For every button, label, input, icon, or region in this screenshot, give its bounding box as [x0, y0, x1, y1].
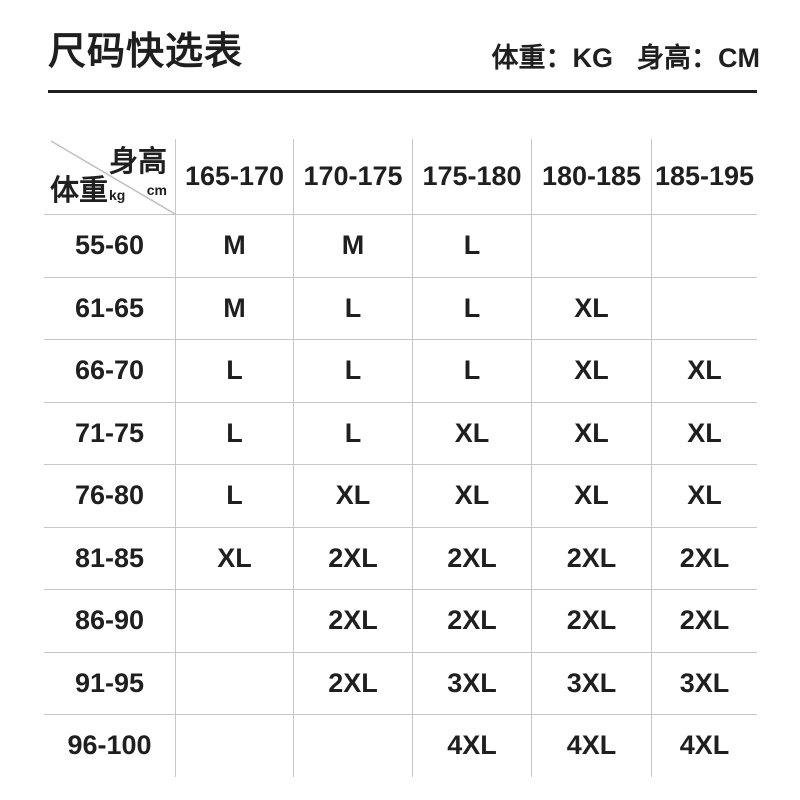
row-header: 61-65 [44, 276, 175, 340]
size-table: 身高 cm 体重 kg 165-170 170-175 175-180 180-185… [44, 139, 757, 777]
size-cell: L [175, 339, 293, 402]
size-cell: L [175, 464, 293, 527]
size-cell: 4XL [651, 714, 757, 777]
size-cell: 3XL [651, 651, 757, 714]
weight-axis-label: 体重 kg [50, 177, 125, 206]
row-header: 96-100 [44, 714, 175, 777]
size-cell: XL [175, 526, 293, 589]
size-cell: 4XL [531, 714, 651, 777]
column-header: 175-180 [412, 139, 531, 214]
size-cell: M [293, 214, 412, 277]
size-cell: 3XL [531, 651, 651, 714]
header-units: 体重：KG 身高：CM [492, 36, 761, 75]
size-cell: L [293, 276, 412, 339]
size-cell: XL [531, 464, 651, 527]
size-cell: XL [651, 464, 757, 527]
height-label: 身高 [108, 146, 167, 178]
size-cell: 2XL [531, 526, 651, 589]
size-cell [293, 714, 412, 777]
row-header: 76-80 [44, 464, 175, 527]
row-header: 55-60 [44, 214, 175, 277]
height-axis-label: 身高 cm [108, 146, 167, 198]
column-header: 185-195 [651, 139, 757, 214]
column-header: 165-170 [175, 139, 293, 214]
size-cell: XL [651, 401, 757, 464]
size-cell: L [412, 276, 531, 339]
size-cell: XL [293, 464, 412, 527]
size-cell: XL [531, 339, 651, 402]
size-cell [651, 276, 757, 339]
title-divider-rule [48, 90, 757, 93]
column-header: 170-175 [293, 139, 412, 214]
size-cell [175, 589, 293, 652]
size-cell: L [175, 401, 293, 464]
size-cell: L [412, 339, 531, 402]
size-cell: 2XL [651, 589, 757, 652]
size-cell: 2XL [531, 589, 651, 652]
diagonal-divider-line [50, 140, 175, 214]
size-cell: XL [651, 339, 757, 402]
size-cell [175, 651, 293, 714]
size-cell: 2XL [412, 589, 531, 652]
size-cell: M [175, 214, 293, 277]
size-cell: L [412, 214, 531, 277]
size-cell: L [293, 339, 412, 402]
size-cell [531, 214, 651, 277]
page-title: 尺码快选表 [48, 31, 244, 73]
height-unit-note: 身高：CM [637, 43, 760, 73]
weight-unit-label: kg [109, 187, 126, 203]
size-cell: M [175, 276, 293, 339]
size-cell: 2XL [651, 526, 757, 589]
size-cell: L [293, 401, 412, 464]
column-header: 180-185 [531, 139, 651, 214]
size-cell [175, 714, 293, 777]
weight-label: 体重 [50, 175, 109, 207]
size-cell [651, 214, 757, 277]
size-cell: XL [531, 276, 651, 339]
size-cell: XL [412, 464, 531, 527]
row-header: 91-95 [44, 651, 175, 715]
size-cell: 2XL [293, 526, 412, 589]
size-cell: 2XL [293, 651, 412, 714]
size-cell: 3XL [412, 651, 531, 714]
size-cell: 4XL [412, 714, 531, 777]
table-corner-cell: 身高 cm 体重 kg [44, 139, 175, 214]
row-header: 71-75 [44, 401, 175, 465]
size-cell: 2XL [412, 526, 531, 589]
row-header: 86-90 [44, 589, 175, 652]
row-header: 81-85 [44, 526, 175, 590]
size-cell: 2XL [293, 589, 412, 652]
size-cell: XL [531, 401, 651, 464]
height-unit-label: cm [146, 182, 167, 198]
weight-unit-note: 体重：KG [491, 43, 614, 73]
size-cell: XL [412, 401, 531, 464]
row-header: 66-70 [44, 339, 175, 402]
